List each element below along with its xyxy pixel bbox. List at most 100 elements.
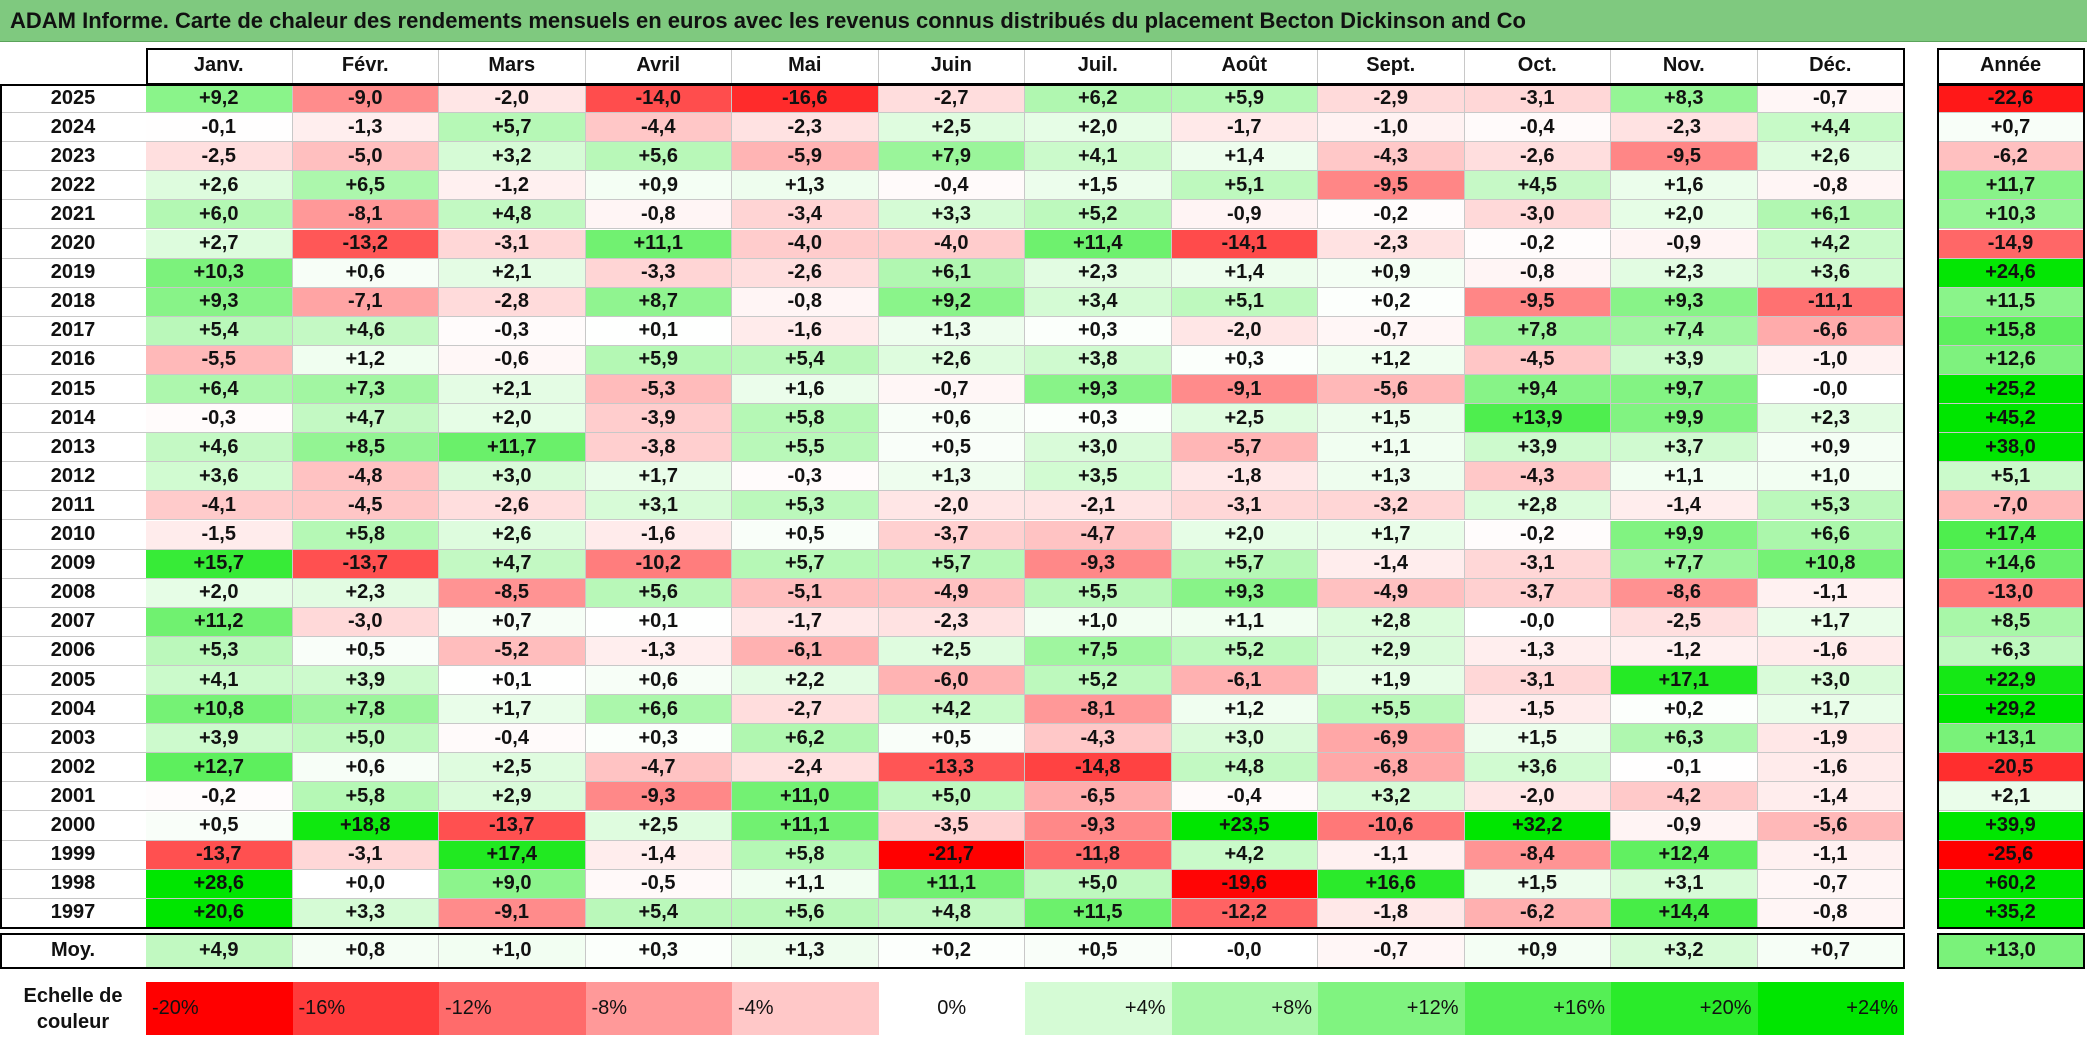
annual-header: Année <box>1937 48 2085 84</box>
heatmap-cell: -5,3 <box>585 375 732 405</box>
average-cell: +0,3 <box>585 933 732 968</box>
heatmap-cell: +3,2 <box>439 142 586 172</box>
heatmap-cell: +11,7 <box>439 433 586 463</box>
heatmap-cell: +1,5 <box>1025 171 1172 201</box>
heatmap-cell: +3,6 <box>1757 258 1904 288</box>
year-label: 2012 <box>0 462 146 492</box>
annual-cell: -25,6 <box>1937 840 2085 870</box>
heatmap-cell: +5,2 <box>1025 200 1172 230</box>
heatmap-cell: -9,5 <box>1464 287 1611 317</box>
heatmap-cell: -3,1 <box>1464 549 1611 579</box>
heatmap-cell: -1,6 <box>585 520 732 550</box>
heatmap-cell: +5,7 <box>1171 549 1318 579</box>
heatmap-cell: +4,8 <box>439 200 586 230</box>
heatmap-cell: +1,6 <box>732 375 879 405</box>
heatmap-cell: +5,8 <box>732 404 879 434</box>
heatmap-cell: +11,1 <box>585 229 732 259</box>
month-header: Sept. <box>1318 48 1465 84</box>
heatmap-cell: +2,5 <box>585 811 732 841</box>
heatmap-cell: -0,3 <box>732 462 879 492</box>
heatmap-cell: -8,5 <box>439 578 586 608</box>
heatmap-cell: +5,6 <box>585 142 732 172</box>
heatmap-cell: +2,0 <box>1171 520 1318 550</box>
heatmap-cell: +11,1 <box>878 869 1025 899</box>
heatmap-cell: +5,3 <box>146 636 293 666</box>
heatmap-cell: +11,2 <box>146 607 293 637</box>
heatmap-cell: -0,9 <box>1611 229 1758 259</box>
heatmap-cell: -0,8 <box>1464 258 1611 288</box>
heatmap-cell: -2,6 <box>732 258 879 288</box>
heatmap-cell: +5,6 <box>732 898 879 928</box>
heatmap-cell: -0,7 <box>1757 869 1904 899</box>
heatmap-cell: +2,9 <box>439 782 586 812</box>
color-scale-swatch: +20% <box>1611 982 1758 1035</box>
heatmap-cell: -0,9 <box>1611 811 1758 841</box>
year-label: 2013 <box>0 433 146 463</box>
heatmap-cell: +2,6 <box>439 520 586 550</box>
year-label: 2003 <box>0 724 146 754</box>
heatmap-cell: -9,3 <box>1025 811 1172 841</box>
year-label: 2011 <box>0 491 146 521</box>
heatmap-cell: +1,3 <box>1318 462 1465 492</box>
month-header: Juil. <box>1025 48 1172 84</box>
heatmap-cell: +2,9 <box>1318 636 1465 666</box>
annual-cell: +25,2 <box>1937 375 2085 405</box>
heatmap-cell: +3,9 <box>292 666 439 696</box>
heatmap-cell: +3,0 <box>439 462 586 492</box>
heatmap-cell: -13,7 <box>439 811 586 841</box>
heatmap-cell: -3,3 <box>585 258 732 288</box>
annual-cell: -22,6 <box>1937 84 2085 114</box>
annual-cell: +2,1 <box>1937 782 2085 812</box>
year-label: 2022 <box>0 171 146 201</box>
heatmap-cell: +3,3 <box>292 898 439 928</box>
heatmap-cell: -1,2 <box>439 171 586 201</box>
heatmap-cell: +9,0 <box>439 869 586 899</box>
month-header: Avril <box>585 48 732 84</box>
heatmap-cell: +0,5 <box>878 433 1025 463</box>
heatmap-cell: -9,0 <box>292 84 439 114</box>
heatmap-cell: -6,1 <box>732 636 879 666</box>
annual-cell: -13,0 <box>1937 578 2085 608</box>
heatmap-cell: +14,4 <box>1611 898 1758 928</box>
heatmap-cell: -4,5 <box>1464 345 1611 375</box>
heatmap-cell: +10,8 <box>1757 549 1904 579</box>
heatmap-cell: +0,3 <box>1025 404 1172 434</box>
heatmap-cell: -0,9 <box>1171 200 1318 230</box>
heatmap-cell: +4,2 <box>1757 229 1904 259</box>
heatmap-cell: +13,9 <box>1464 404 1611 434</box>
heatmap-cell: +5,9 <box>585 345 732 375</box>
average-cell: -0,0 <box>1171 933 1318 968</box>
heatmap-cell: +9,3 <box>1171 578 1318 608</box>
heatmap-cell: +28,6 <box>146 869 293 899</box>
heatmap-cell: -5,5 <box>146 345 293 375</box>
year-label: 1997 <box>0 898 146 928</box>
heatmap-cell: -1,4 <box>1318 549 1465 579</box>
heatmap-cell: +0,7 <box>439 607 586 637</box>
heatmap-cell: +11,5 <box>1025 898 1172 928</box>
heatmap-cell: -3,9 <box>585 404 732 434</box>
year-label: 2002 <box>0 753 146 783</box>
average-cell: +0,8 <box>292 933 439 968</box>
heatmap-cell: -8,1 <box>1025 695 1172 725</box>
year-label: 2019 <box>0 258 146 288</box>
annual-cell: +22,9 <box>1937 666 2085 696</box>
heatmap-cell: -0,7 <box>1757 84 1904 114</box>
average-cell: +0,9 <box>1464 933 1611 968</box>
heatmap-cell: +32,2 <box>1464 811 1611 841</box>
month-header: Nov. <box>1611 48 1758 84</box>
heatmap-cell: +5,8 <box>292 782 439 812</box>
heatmap-cell: +2,6 <box>146 171 293 201</box>
heatmap-cell: -3,4 <box>732 200 879 230</box>
heatmap-cell: +1,7 <box>439 695 586 725</box>
heatmap-cell: +6,5 <box>292 171 439 201</box>
month-header: Mai <box>732 48 879 84</box>
heatmap-cell: +6,2 <box>732 724 879 754</box>
year-label: 2010 <box>0 520 146 550</box>
heatmap-cell: +5,3 <box>1757 491 1904 521</box>
heatmap-cell: -4,1 <box>146 491 293 521</box>
heatmap-cell: +5,4 <box>585 898 732 928</box>
heatmap-cell: +1,2 <box>1171 695 1318 725</box>
heatmap-cell: +5,7 <box>878 549 1025 579</box>
annual-cell: +17,4 <box>1937 520 2085 550</box>
heatmap-cell: +0,6 <box>292 753 439 783</box>
